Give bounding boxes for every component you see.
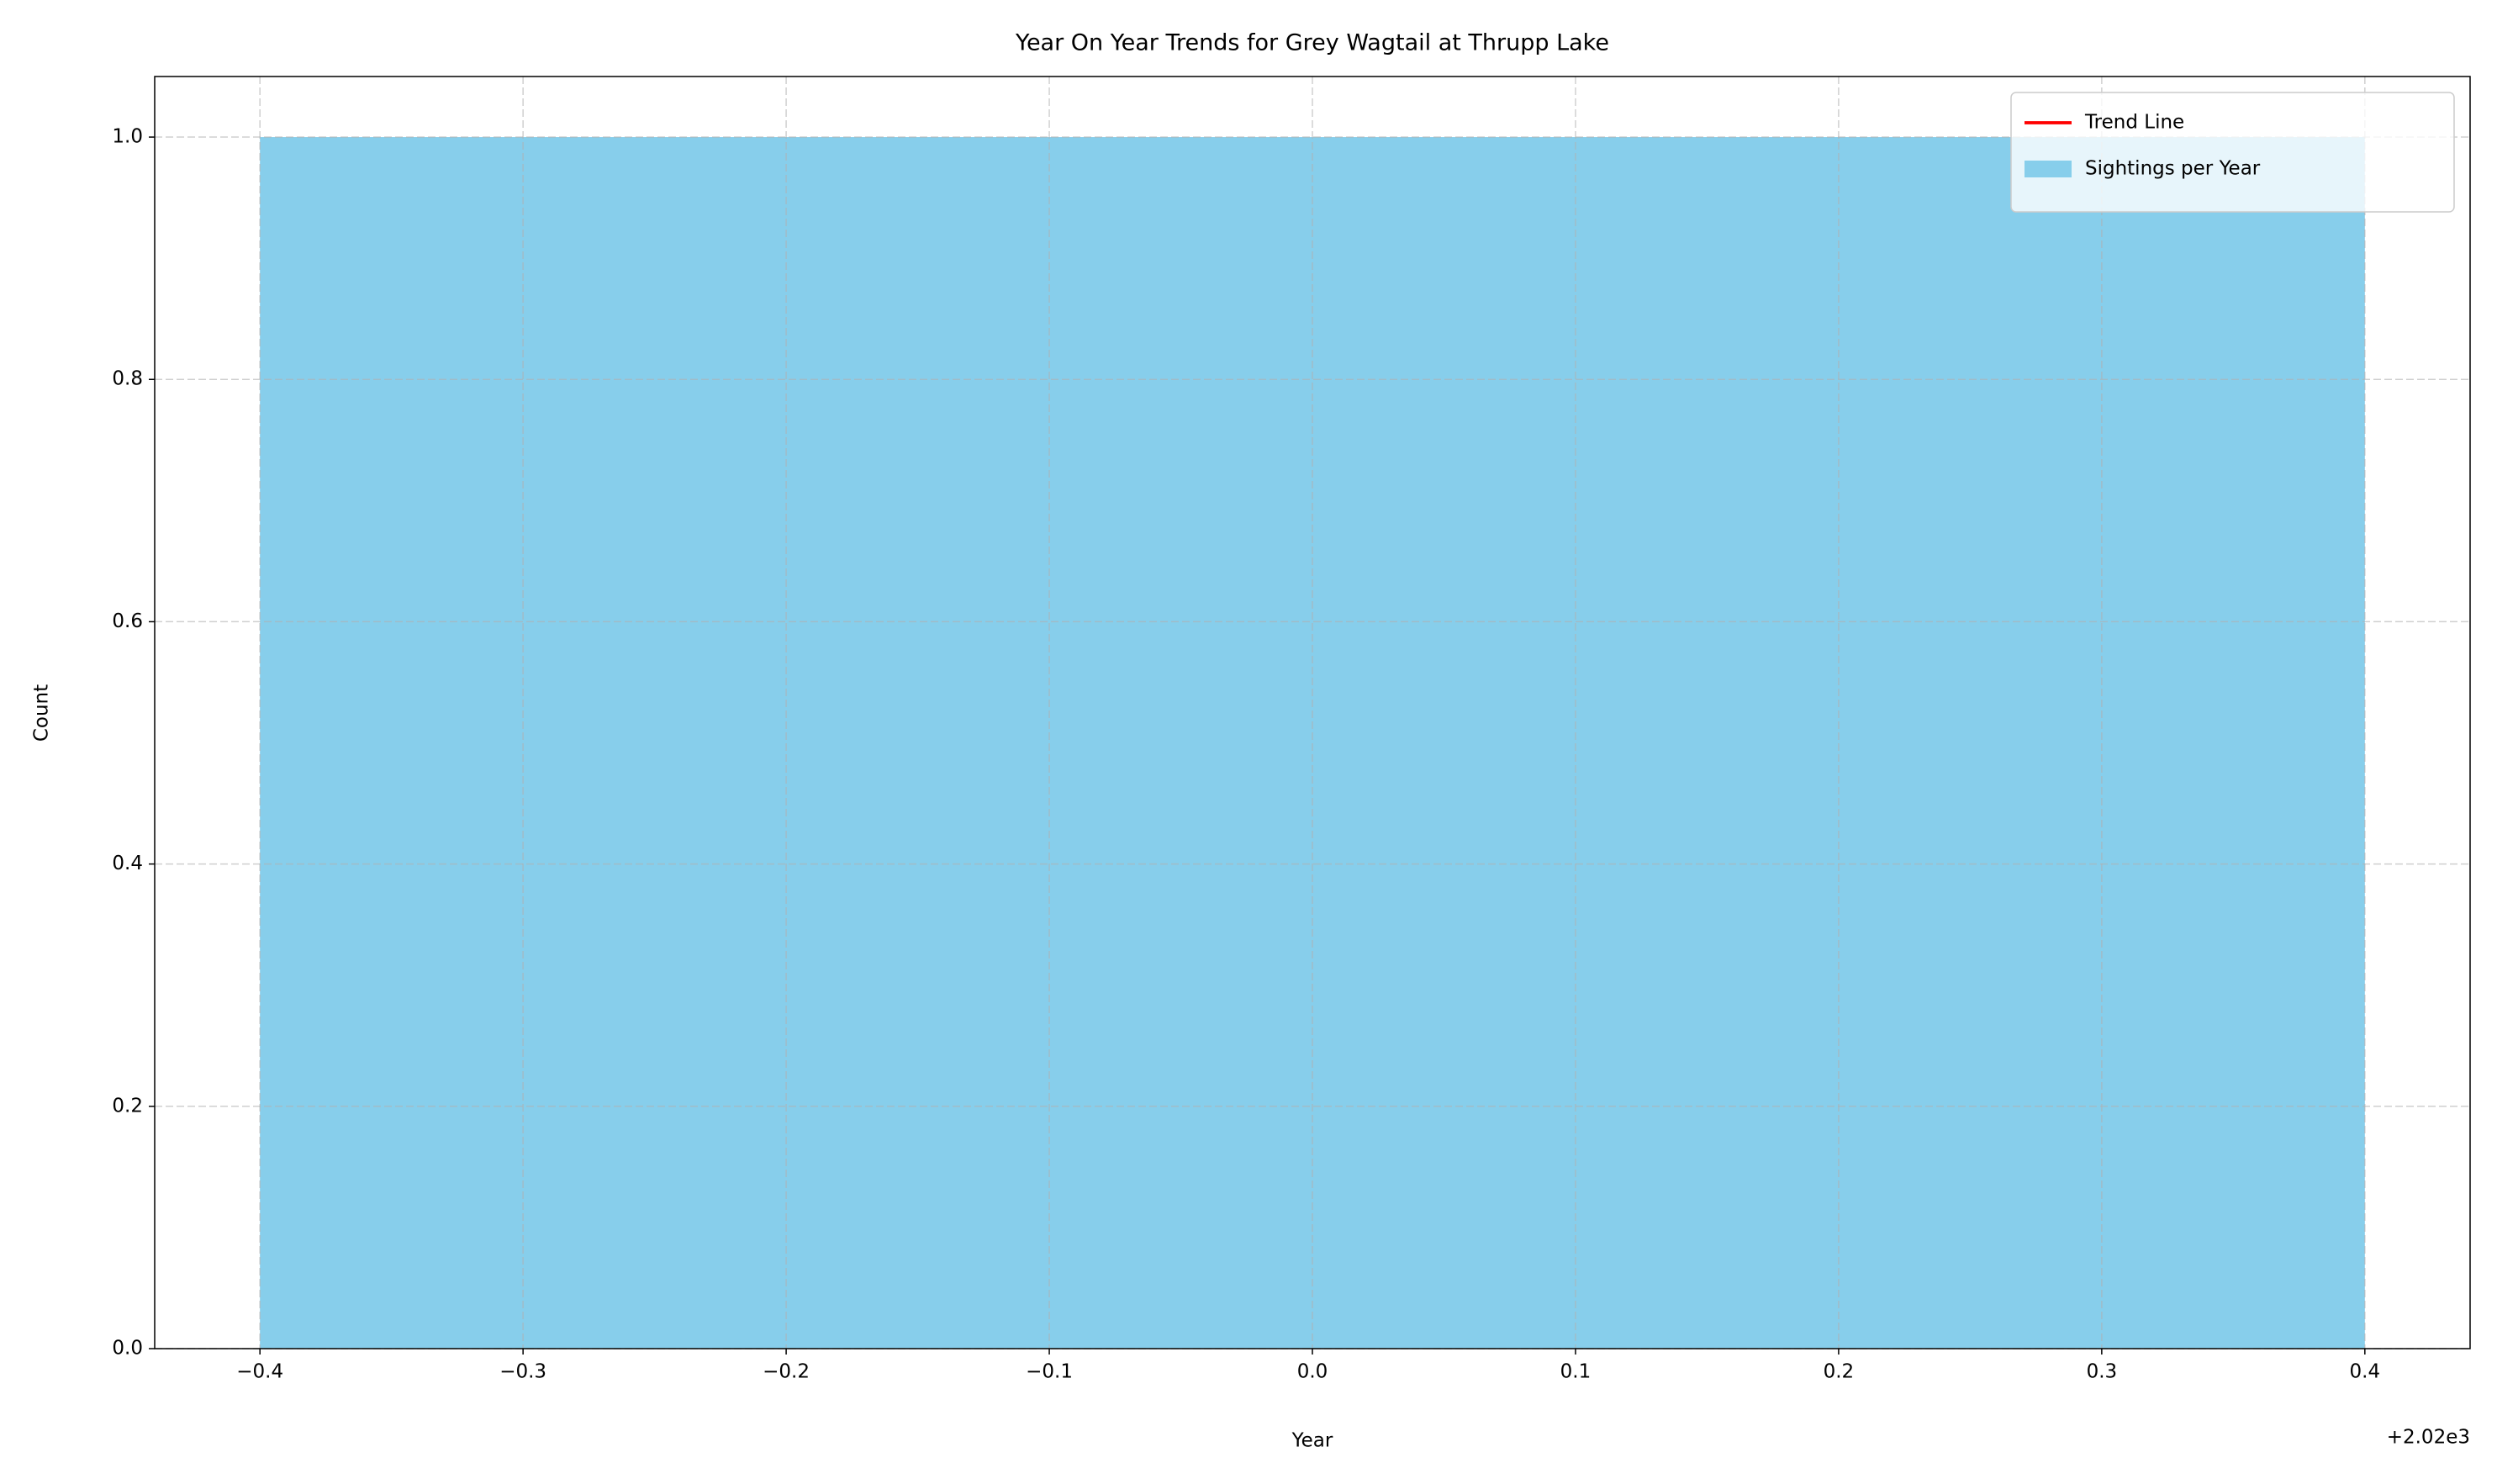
y-tick-label: 0.4 bbox=[112, 853, 143, 874]
y-tick-label: 1.0 bbox=[112, 126, 143, 148]
x-tick-label: 0.4 bbox=[2350, 1361, 2381, 1383]
x-tick-label: −0.4 bbox=[236, 1361, 283, 1383]
y-tick-label: 0.2 bbox=[112, 1095, 143, 1117]
legend-swatch bbox=[2025, 161, 2072, 177]
chart-title: Year On Year Trends for Grey Wagtail at … bbox=[1015, 30, 1609, 56]
y-axis-label: Count bbox=[31, 684, 53, 742]
y-tick-label: 0.0 bbox=[112, 1338, 143, 1360]
legend-label: Trend Line bbox=[2084, 112, 2184, 134]
x-tick-label: 0.2 bbox=[1824, 1361, 1855, 1383]
x-tick-label: −0.2 bbox=[763, 1361, 810, 1383]
x-tick-label: −0.3 bbox=[499, 1361, 546, 1383]
legend-label: Sightings per Year bbox=[2085, 158, 2261, 180]
legend-box bbox=[2010, 92, 2455, 213]
x-tick-label: 0.1 bbox=[1560, 1361, 1592, 1383]
y-tick-label: 0.8 bbox=[112, 368, 143, 390]
x-tick-label: 0.0 bbox=[1297, 1361, 1328, 1383]
x-axis-label: Year bbox=[1291, 1430, 1333, 1452]
x-tick-label: 0.3 bbox=[2087, 1361, 2118, 1383]
y-tick-label: 0.6 bbox=[112, 610, 143, 632]
x-tick-label: −0.1 bbox=[1026, 1361, 1073, 1383]
plot-frame bbox=[154, 76, 2471, 1349]
x-offset-label: +2.02e3 bbox=[2387, 1427, 2470, 1449]
